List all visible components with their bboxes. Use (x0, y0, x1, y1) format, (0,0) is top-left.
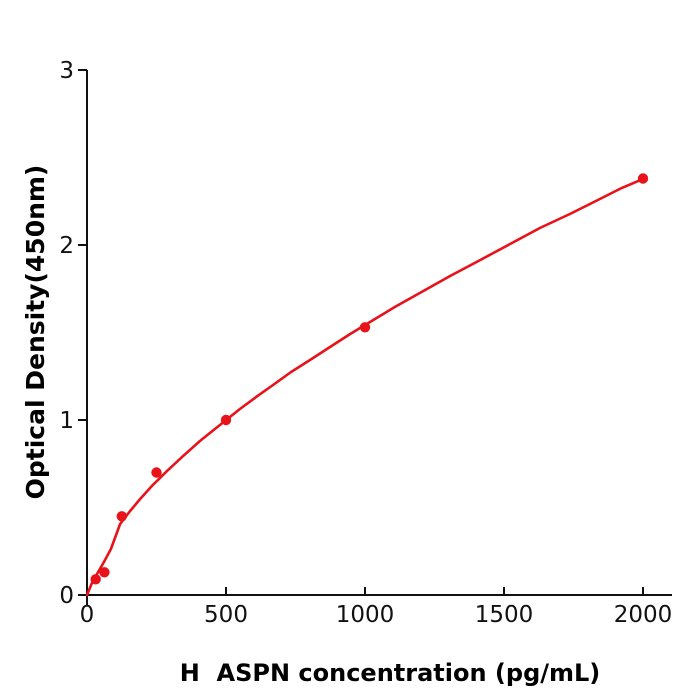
x-tick-label: 1000 (336, 602, 395, 628)
x-axis-ticks (86, 587, 644, 606)
y-tick-label: 2 (59, 233, 74, 259)
data-point (220, 414, 232, 426)
x-tick-label: 1500 (475, 602, 534, 628)
data-point (90, 574, 101, 585)
x-axis-tick-labels: 0 500 1000 1500 2000 (80, 602, 673, 628)
y-axis-ticks (78, 69, 87, 596)
fit-curve-line (85, 177, 645, 597)
y-tick-label: 1 (59, 408, 74, 434)
y-tick-label: 0 (59, 583, 74, 609)
y-axis-title: Optical Density(450nm) (21, 165, 50, 500)
axes (86, 70, 672, 606)
y-tick-label: 3 (59, 58, 74, 84)
data-points (90, 173, 649, 585)
y-axis-tick-labels: 0 1 2 3 (59, 58, 74, 609)
x-tick-label: 2000 (614, 602, 673, 628)
data-point (116, 511, 128, 522)
data-point (151, 467, 162, 478)
x-tick-label: 500 (204, 602, 248, 628)
x-tick-label: 0 (80, 602, 95, 628)
data-point (99, 567, 110, 578)
x-axis-title: H ASPN concentration (pg/mL) (180, 659, 601, 687)
data-point (637, 173, 649, 184)
data-point (359, 322, 371, 333)
